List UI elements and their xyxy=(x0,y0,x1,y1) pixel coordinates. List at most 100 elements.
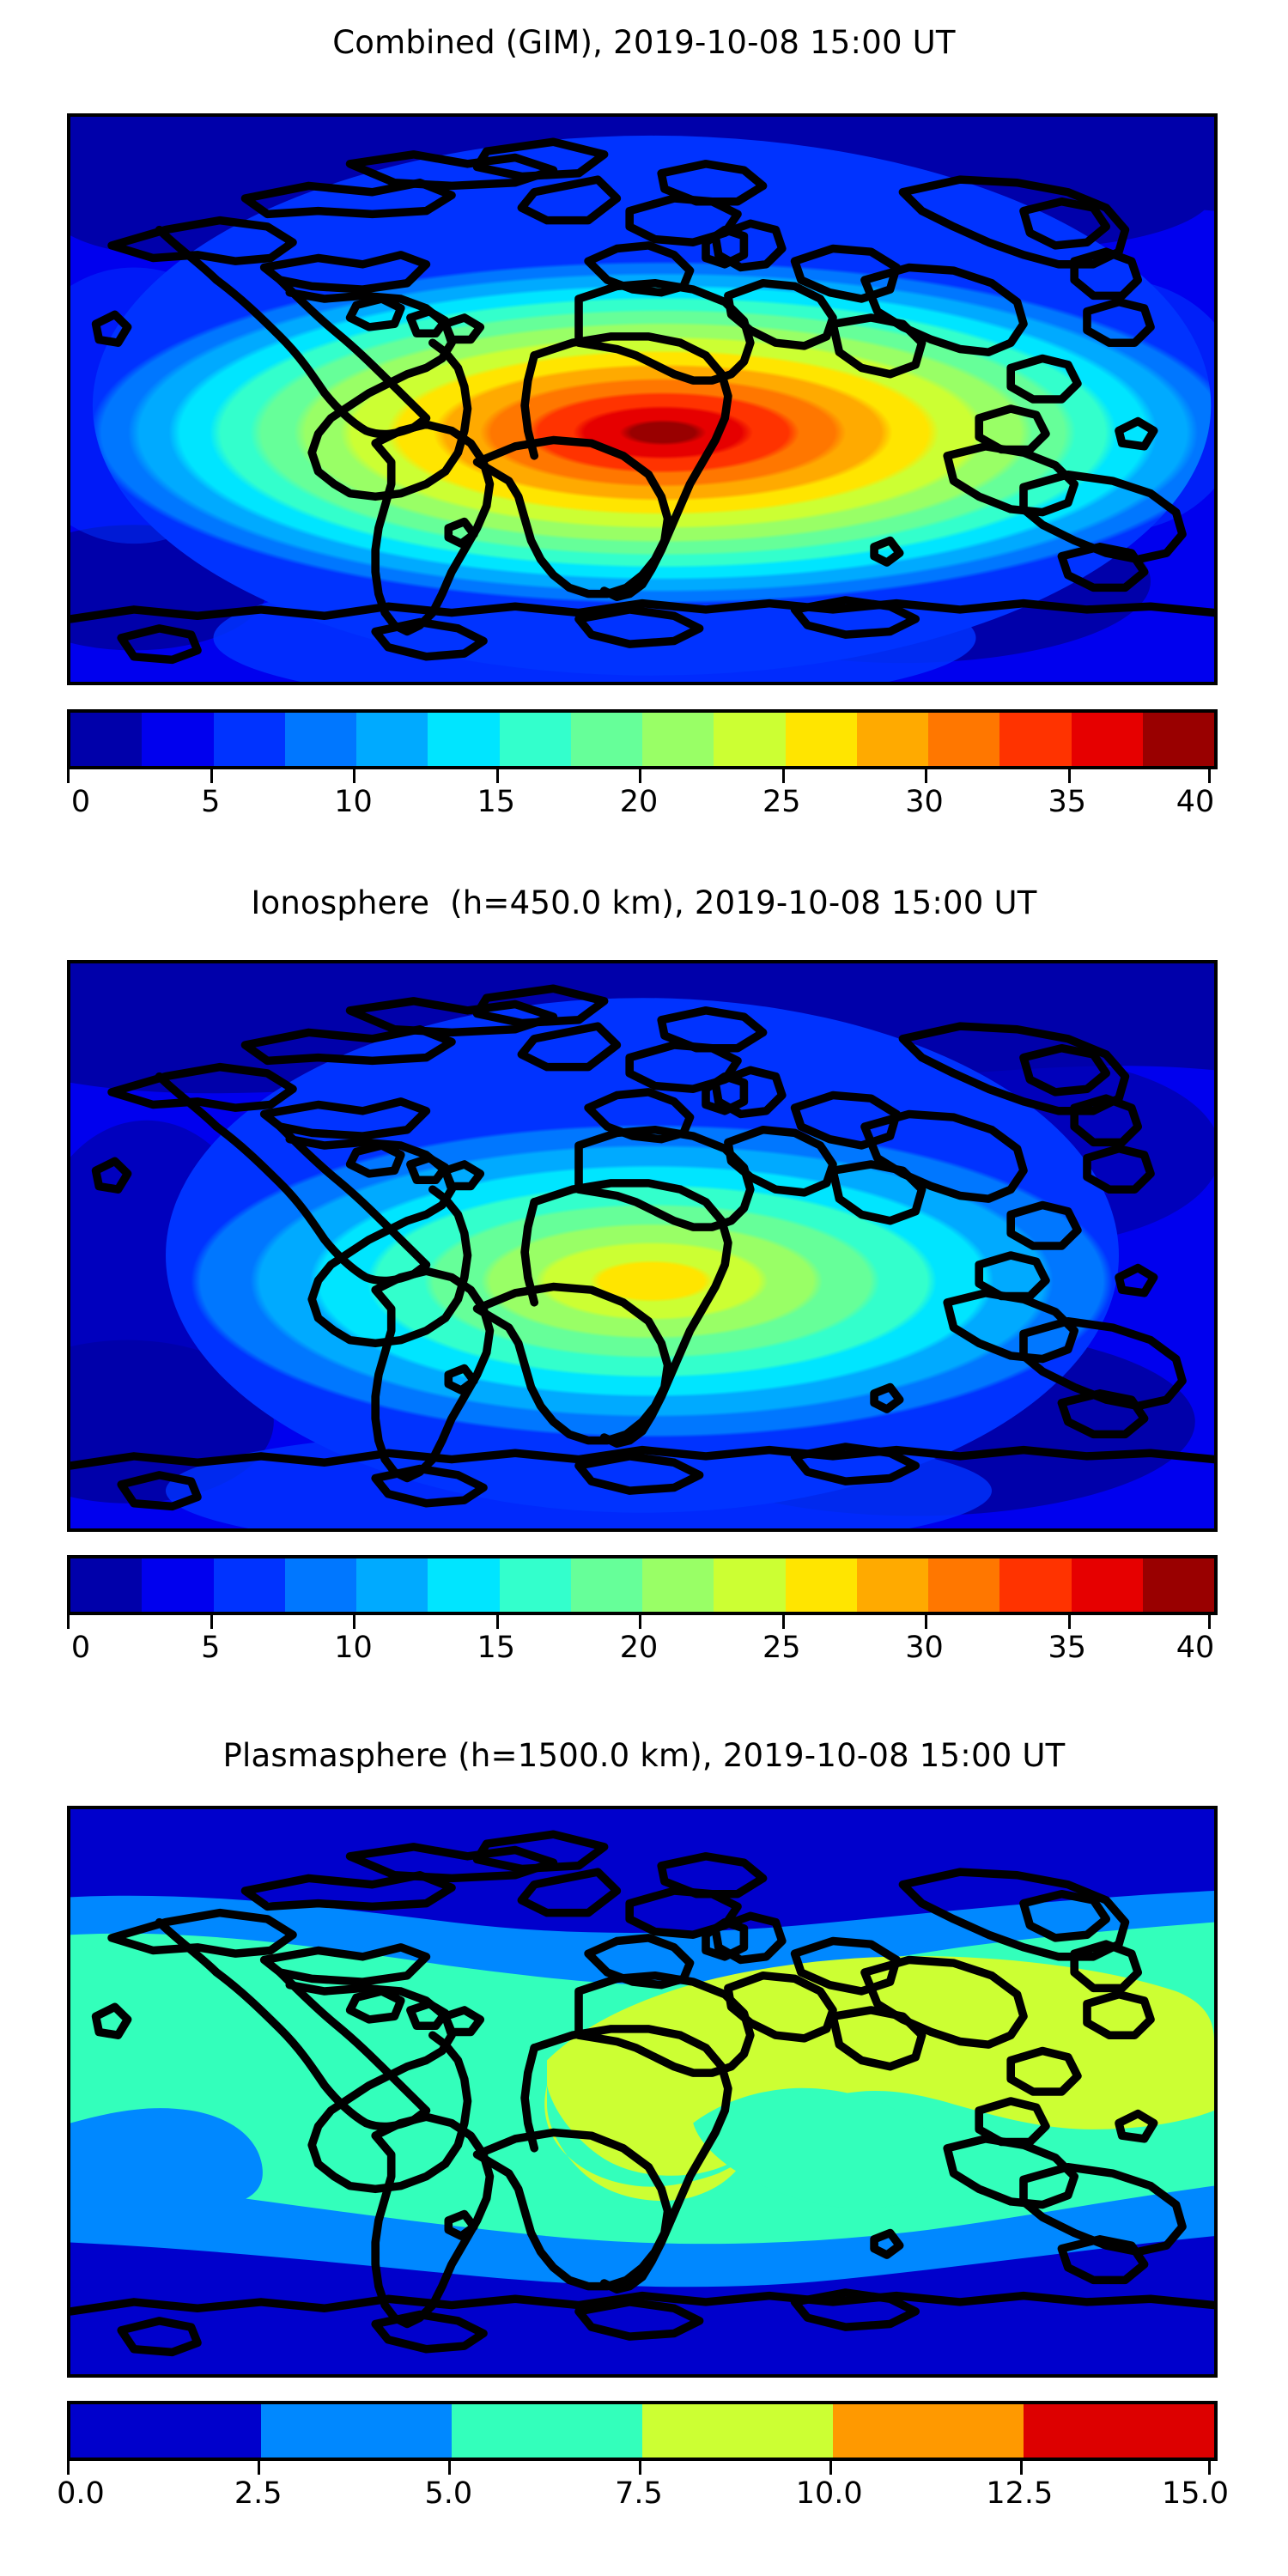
colorbar-ticks-combined-gim xyxy=(64,769,1214,783)
colorbar-band-10 xyxy=(785,1558,857,1612)
colorbar-band-0 xyxy=(70,1558,143,1612)
colorbar-gradient-plasmasphere xyxy=(67,2401,1218,2461)
colorbar-band-0 xyxy=(70,713,143,766)
colorbar-tick-0 xyxy=(67,1615,70,1629)
colorbar-band-2 xyxy=(213,1558,285,1612)
colorbar-tick-1 xyxy=(210,1615,213,1629)
colorbar-tick-6 xyxy=(1208,2461,1211,2475)
colorbar-tick-label-4: 20 xyxy=(619,785,659,819)
colorbar-tick-0 xyxy=(67,2461,70,2475)
colorbar-combined-gim: 0 5 10 15 20 25 30 35 40 xyxy=(64,709,1218,823)
colorbar-tick-label-5: 12.5 xyxy=(986,2476,1054,2511)
colorbar-gradient-combined-gim xyxy=(67,709,1218,769)
colorbar-band-2 xyxy=(452,2404,642,2458)
colorbar-tick-label-2: 5.0 xyxy=(424,2476,473,2511)
colorbar-tick-label-1: 5 xyxy=(201,785,221,819)
colorbar-plasmasphere: 0.0 2.5 5.0 7.5 10.0 12.5 15.0 xyxy=(57,2401,1229,2514)
colorbar-tick-label-0: 0.0 xyxy=(57,2476,105,2511)
colorbar-tick-2 xyxy=(448,2461,451,2475)
colorbar-labels-plasmasphere: 0.0 2.5 5.0 7.5 10.0 12.5 15.0 xyxy=(57,2475,1229,2514)
colorbar-band-6 xyxy=(499,713,571,766)
colorbar-band-11 xyxy=(856,713,928,766)
colorbar-ticks-plasmasphere xyxy=(64,2461,1214,2475)
colorbar-ionosphere: 0 5 10 15 20 25 30 35 40 xyxy=(64,1555,1218,1668)
colorbar-tick-3 xyxy=(495,769,499,783)
colorbar-band-12 xyxy=(928,1558,1000,1612)
map-plasmasphere xyxy=(67,1806,1218,2378)
colorbar-tick-label-8: 40 xyxy=(1176,1631,1215,1665)
colorbar-tick-5 xyxy=(781,769,785,783)
colorbar-tick-2 xyxy=(353,769,355,783)
colorbar-labels-ionosphere: 0 5 10 15 20 25 30 35 40 xyxy=(64,1629,1214,1668)
colorbar-band-15 xyxy=(1142,713,1214,766)
colorbar-tick-1 xyxy=(210,769,213,783)
colorbar-tick-label-6: 30 xyxy=(905,785,944,819)
map-combined-gim xyxy=(67,113,1218,685)
colorbar-gradient-ionosphere xyxy=(67,1555,1218,1615)
colorbar-tick-8 xyxy=(1208,769,1211,783)
colorbar-band-9 xyxy=(714,1558,786,1612)
colorbar-band-1 xyxy=(142,713,214,766)
colorbar-band-7 xyxy=(570,1558,642,1612)
colorbar-band-3 xyxy=(284,1558,356,1612)
panel-title-combined-gim: Combined (GIM), 2019-10-08 15:00 UT xyxy=(332,24,956,61)
colorbar-tick-label-7: 35 xyxy=(1048,1631,1087,1665)
colorbar-band-7 xyxy=(570,713,642,766)
colorbar-band-15 xyxy=(1142,1558,1214,1612)
colorbar-band-4 xyxy=(356,713,428,766)
colorbar-band-14 xyxy=(1071,1558,1143,1612)
colorbar-tick-7 xyxy=(1067,769,1071,783)
colorbar-tick-label-6: 15.0 xyxy=(1162,2476,1229,2511)
colorbar-band-12 xyxy=(928,713,1000,766)
colorbar-band-1 xyxy=(142,1558,214,1612)
map-contours-combined-gim xyxy=(70,117,1214,682)
colorbar-band-8 xyxy=(642,1558,714,1612)
colorbar-tick-label-5: 25 xyxy=(762,1631,801,1665)
colorbar-band-4 xyxy=(833,2404,1024,2458)
colorbar-tick-6 xyxy=(925,769,927,783)
colorbar-tick-5 xyxy=(781,1615,785,1629)
colorbar-tick-1 xyxy=(258,2461,260,2475)
colorbar-tick-6 xyxy=(925,1615,927,1629)
colorbar-band-6 xyxy=(499,1558,571,1612)
colorbar-band-5 xyxy=(428,713,500,766)
colorbar-band-9 xyxy=(714,713,786,766)
colorbar-band-10 xyxy=(785,713,857,766)
colorbar-tick-label-6: 30 xyxy=(905,1631,944,1665)
colorbar-tick-4 xyxy=(829,2461,832,2475)
colorbar-band-8 xyxy=(642,713,714,766)
panel-ionosphere: Ionosphere (h=450.0 km), 2019-10-08 15:0… xyxy=(0,859,1288,1704)
colorbar-band-1 xyxy=(261,2404,452,2458)
panel-title-plasmasphere: Plasmasphere (h=1500.0 km), 2019-10-08 1… xyxy=(222,1737,1066,1774)
colorbar-band-0 xyxy=(70,2404,261,2458)
colorbar-band-14 xyxy=(1071,713,1143,766)
colorbar-band-4 xyxy=(356,1558,428,1612)
colorbar-band-2 xyxy=(213,713,285,766)
map-ionosphere xyxy=(67,960,1218,1532)
colorbar-tick-label-7: 35 xyxy=(1048,785,1087,819)
colorbar-tick-label-3: 7.5 xyxy=(615,2476,663,2511)
colorbar-band-13 xyxy=(999,713,1072,766)
colorbar-band-3 xyxy=(642,2404,833,2458)
colorbar-tick-0 xyxy=(67,769,70,783)
colorbar-tick-7 xyxy=(1067,1615,1071,1629)
colorbar-tick-3 xyxy=(495,1615,499,1629)
colorbar-band-5 xyxy=(428,1558,500,1612)
colorbar-tick-4 xyxy=(639,769,641,783)
colorbar-band-5 xyxy=(1024,2404,1214,2458)
colorbar-tick-label-5: 25 xyxy=(762,785,801,819)
colorbar-band-11 xyxy=(856,1558,928,1612)
colorbar-band-3 xyxy=(284,713,356,766)
colorbar-tick-label-3: 15 xyxy=(477,785,516,819)
panel-title-ionosphere: Ionosphere (h=450.0 km), 2019-10-08 15:0… xyxy=(251,884,1037,921)
panel-combined-gim: Combined (GIM), 2019-10-08 15:00 UT xyxy=(0,0,1288,859)
colorbar-labels-combined-gim: 0 5 10 15 20 25 30 35 40 xyxy=(64,783,1214,823)
colorbar-tick-label-0: 0 xyxy=(70,1631,91,1665)
colorbar-tick-label-0: 0 xyxy=(70,785,91,819)
colorbar-tick-label-1: 5 xyxy=(201,1631,221,1665)
colorbar-tick-5 xyxy=(1020,2461,1023,2475)
colorbar-tick-4 xyxy=(639,1615,641,1629)
colorbar-tick-label-4: 10.0 xyxy=(795,2476,863,2511)
colorbar-tick-label-4: 20 xyxy=(619,1631,659,1665)
panel-plasmasphere: Plasmasphere (h=1500.0 km), 2019-10-08 1… xyxy=(0,1704,1288,2576)
